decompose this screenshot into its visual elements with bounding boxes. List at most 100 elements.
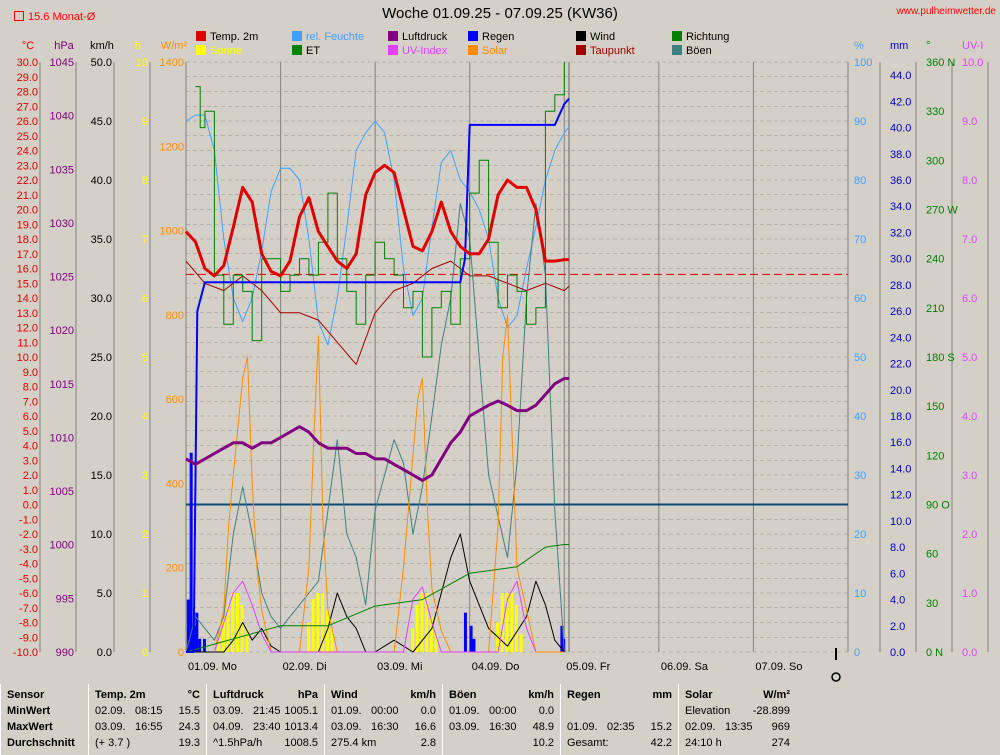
temp-axis-unit: °C — [22, 40, 34, 52]
stats-row: ^1.5hPa/h 1008.5 — [207, 736, 324, 751]
rain-tick-label: 2.0 — [890, 621, 905, 633]
stats-row: 03.09. 16:55 24.3 — [89, 720, 206, 735]
stats-cell-value: 1008.5 — [284, 737, 318, 749]
rain-tick-label: 34.0 — [890, 201, 911, 213]
regen-stundenwert-bar — [195, 612, 199, 652]
hum-tick-label: 50 — [854, 352, 866, 364]
legend-item: Solar — [468, 45, 508, 58]
site-link[interactable]: www.pulheimwetter.de — [896, 6, 997, 17]
sonne-bar — [240, 604, 244, 652]
dir-tick-label: 0 N — [926, 647, 943, 659]
monthly-average-marker: 15.6 Monat-Ø — [14, 11, 95, 23]
richtung-series-line — [195, 62, 565, 358]
stats-row: MaxWert — [1, 720, 88, 735]
day-label: 05.09. Fr — [566, 661, 610, 673]
legend-item: Wind — [576, 31, 615, 44]
stats-column-solar: Solar W/m² Elevation -28.899 02.09. 13:35 969 2… — [678, 684, 796, 755]
legend-item: Regen — [468, 31, 514, 44]
sonne-bar — [420, 593, 424, 652]
temp-tick-label: 19.0 — [17, 219, 38, 231]
stats-row: Durchschnitt — [1, 736, 88, 751]
regen-stundenwert-bar — [560, 625, 564, 652]
stats-cell-label: 01.09. — [567, 721, 598, 733]
uv-axis-unit: UV-I — [962, 40, 983, 52]
stats-cell-value: 274 — [771, 737, 790, 749]
sonne-bar — [321, 593, 325, 652]
wind-tick-label: 40.0 — [91, 175, 112, 187]
sonne-bar — [221, 616, 225, 652]
sonne-bar — [245, 628, 249, 652]
press-tick-label: 990 — [56, 647, 74, 659]
legend-item: Temp. 2m — [196, 31, 258, 44]
legend-item: Luftdruck — [388, 31, 447, 44]
sun-tick-label: 7 — [142, 234, 148, 246]
solar-tick-label: 0 — [178, 647, 184, 659]
rain-tick-label: 6.0 — [890, 568, 905, 580]
stats-row: 01.09. 00:00 0.0 — [443, 704, 560, 719]
sonne-bar — [505, 593, 509, 652]
stats-cell-label: MinWert — [7, 705, 51, 717]
day-label: 03.09. Mi — [377, 661, 422, 673]
hum-tick-label: 60 — [854, 293, 866, 305]
rain-tick-label: 18.0 — [890, 411, 911, 423]
wind-tick-label: 50.0 — [91, 57, 112, 69]
stats-cell-label: 03.09. — [331, 721, 362, 733]
stats-cell-label: 01.09. — [449, 705, 480, 717]
sonne-bar — [415, 604, 419, 652]
dir-tick-label: 240 — [926, 254, 944, 266]
wind-tick-label: 45.0 — [91, 116, 112, 128]
temp-tick-label: 1.0 — [23, 485, 38, 497]
dir-tick-label: 300 — [926, 155, 944, 167]
weather-chart: 30.029.028.027.026.025.024.023.022.021.0… — [13, 40, 989, 682]
stats-cell-time: 02:35 — [607, 721, 635, 733]
dir-tick-label: 60 — [926, 549, 938, 561]
day-label: 06.09. Sa — [661, 661, 709, 673]
press-tick-label: 1045 — [50, 57, 74, 69]
legend-label: Regen — [482, 31, 515, 43]
stats-column-press: Luftdruck hPa 03.09. 21:45 1005.1 04.09. 23:40… — [206, 684, 324, 755]
solar-tick-label: 400 — [166, 478, 184, 490]
legend-item: Böen — [672, 45, 712, 58]
uv-tick-label: 4.0 — [962, 411, 977, 423]
solar-tick-label: 1000 — [160, 226, 184, 238]
stats-cell-label: 01.09. — [331, 705, 362, 717]
dir-tick-label: 150 — [926, 401, 944, 413]
sonne-bar — [515, 604, 518, 652]
sun-tick-label: 4 — [142, 411, 148, 423]
sun-tick-label: 8 — [142, 175, 148, 187]
temp-tick-label: 22.0 — [17, 175, 38, 187]
temp-tick-label: 2.0 — [23, 470, 38, 482]
temp-tick-label: 3.0 — [23, 455, 38, 467]
temp-tick-label: 17.0 — [17, 249, 38, 261]
hum-tick-label: 100 — [854, 57, 872, 69]
stats-row: Temp. 2m °C — [89, 688, 206, 703]
stats-row: 03.09. 16:30 16.6 — [325, 720, 442, 735]
stats-row: 24:10 h 274 — [679, 736, 796, 751]
dir-tick-label: 120 — [926, 450, 944, 462]
stats-column-wind: Wind km/h 01.09. 00:00 0.0 03.09. 16:30 16.6 275… — [324, 684, 442, 755]
stats-row: 275.4 km 2.8 — [325, 736, 442, 751]
legend-swatch — [292, 31, 302, 41]
temp-tick-label: 0.0 — [23, 500, 38, 512]
stats-cell-label: 02.09. — [685, 721, 716, 733]
uv-tick-label: 7.0 — [962, 234, 977, 246]
temp-tick-label: 10.0 — [17, 352, 38, 364]
sun-tick-label: 0 — [142, 647, 148, 659]
sonne-bar — [434, 634, 438, 652]
et-series-line — [185, 544, 569, 653]
temp-tick-label: 16.0 — [17, 264, 38, 276]
stats-cell-value: 1013.4 — [284, 721, 318, 733]
sun-tick-label: 3 — [142, 470, 148, 482]
hum-tick-label: 20 — [854, 529, 866, 541]
press-tick-label: 995 — [56, 593, 74, 605]
sonne-bar — [226, 604, 230, 652]
legend-label: Luftdruck — [402, 31, 448, 43]
chart-title: Woche 01.09.25 - 07.09.25 (KW36) — [382, 5, 618, 22]
regen-stundenwert-bar — [469, 625, 473, 652]
stats-cell-value: hPa — [297, 689, 318, 701]
stats-cell-label: Regen — [567, 689, 601, 701]
stats-column-temp: Temp. 2m °C 02.09. 08:15 15.5 03.09. 16:55 24.3… — [88, 684, 206, 755]
stats-cell-value: 16.6 — [414, 721, 436, 733]
rain-tick-label: 44.0 — [890, 70, 911, 82]
wind-tick-label: 30.0 — [91, 293, 112, 305]
